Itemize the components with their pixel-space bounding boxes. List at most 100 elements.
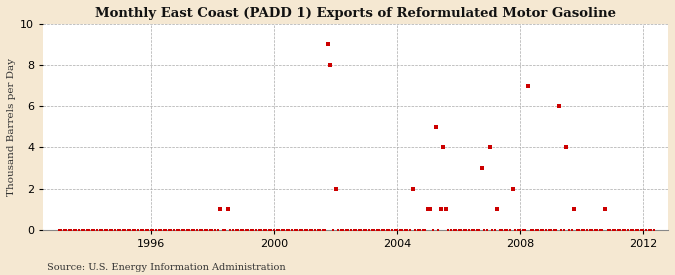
Point [338, 228, 349, 232]
Point [302, 228, 313, 232]
Point [304, 228, 315, 232]
Point [520, 228, 531, 232]
Point [648, 228, 659, 232]
Point [397, 228, 408, 232]
Point [199, 228, 210, 232]
Point [205, 228, 215, 232]
Point [151, 228, 161, 232]
Point [169, 228, 180, 232]
Point [528, 228, 539, 232]
Point [176, 228, 187, 232]
Point [381, 228, 392, 232]
Point [435, 207, 446, 211]
Point [400, 228, 410, 232]
Point [417, 228, 428, 232]
Point [259, 228, 269, 232]
Point [587, 228, 597, 232]
Point [227, 228, 238, 232]
Point [366, 228, 377, 232]
Point [554, 104, 564, 108]
Point [428, 228, 439, 232]
Point [625, 228, 636, 232]
Point [317, 228, 328, 232]
Point [364, 228, 375, 232]
Point [446, 228, 456, 232]
Point [71, 228, 82, 232]
Point [479, 228, 490, 232]
Point [148, 228, 159, 232]
Point [122, 228, 133, 232]
Point [512, 228, 523, 232]
Point [461, 228, 472, 232]
Point [92, 228, 103, 232]
Point [608, 228, 618, 232]
Point [369, 228, 379, 232]
Point [263, 228, 274, 232]
Point [535, 228, 546, 232]
Point [66, 228, 77, 232]
Point [250, 228, 261, 232]
Point [458, 228, 469, 232]
Point [327, 228, 338, 232]
Point [561, 145, 572, 150]
Point [630, 228, 641, 232]
Point [343, 228, 354, 232]
Point [597, 228, 608, 232]
Point [146, 228, 157, 232]
Point [109, 228, 120, 232]
Point [358, 228, 369, 232]
Point [76, 228, 87, 232]
Point [333, 228, 344, 232]
Point [574, 228, 585, 232]
Point [543, 228, 554, 232]
Point [171, 228, 182, 232]
Point [128, 228, 138, 232]
Point [615, 228, 626, 232]
Point [541, 228, 551, 232]
Point [348, 228, 359, 232]
Point [74, 228, 84, 232]
Point [86, 228, 97, 232]
Point [202, 228, 213, 232]
Text: Source: U.S. Energy Information Administration: Source: U.S. Energy Information Administ… [47, 263, 286, 272]
Point [284, 228, 295, 232]
Point [212, 228, 223, 232]
Point [153, 228, 164, 232]
Point [620, 228, 631, 232]
Point [551, 228, 562, 232]
Point [297, 228, 308, 232]
Point [477, 166, 487, 170]
Point [641, 228, 651, 232]
Point [287, 228, 298, 232]
Point [253, 228, 264, 232]
Point [140, 228, 151, 232]
Point [210, 228, 221, 232]
Point [300, 228, 310, 232]
Point [69, 228, 80, 232]
Point [510, 228, 520, 232]
Point [379, 228, 389, 232]
Point [423, 207, 433, 211]
Point [371, 228, 382, 232]
Point [474, 228, 485, 232]
Point [377, 228, 387, 232]
Point [448, 228, 459, 232]
Point [313, 228, 323, 232]
Point [61, 228, 72, 232]
Point [292, 228, 302, 232]
Point [430, 125, 441, 129]
Point [266, 228, 277, 232]
Point [102, 228, 113, 232]
Point [138, 228, 148, 232]
Point [223, 207, 234, 211]
Point [179, 228, 190, 232]
Point [404, 228, 415, 232]
Point [261, 228, 272, 232]
Point [599, 207, 610, 211]
Point [484, 145, 495, 150]
Point [95, 228, 105, 232]
Point [531, 228, 541, 232]
Point [307, 228, 318, 232]
Point [112, 228, 123, 232]
Point [63, 228, 74, 232]
